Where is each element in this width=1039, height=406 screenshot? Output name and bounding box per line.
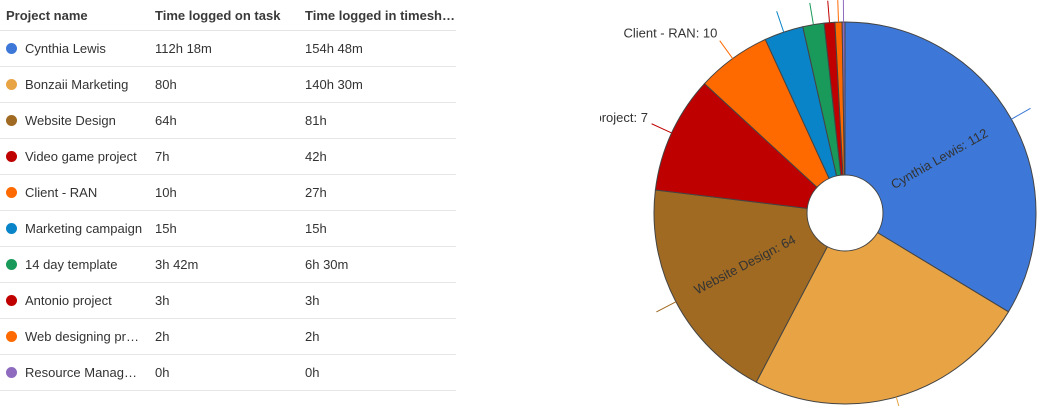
project-name: 14 day template — [25, 257, 118, 272]
project-name: Video game project — [25, 149, 137, 164]
time-on-task: 10h — [155, 185, 177, 200]
project-color-dot — [6, 115, 17, 126]
table-row[interactable]: Antonio project 3h 3h — [0, 283, 456, 319]
time-in-timesheet: 2h — [305, 329, 320, 344]
pie-leader-line — [776, 11, 785, 33]
header-time-in-timesheet[interactable]: Time logged in timesheet — [305, 7, 456, 23]
table-row[interactable]: 14 day template 3h 42m 6h 30m — [0, 247, 456, 283]
pie-leader-line — [895, 396, 900, 406]
table-row[interactable]: Video game project 7h 42h — [0, 139, 456, 175]
time-in-timesheet: 81h — [305, 113, 327, 128]
project-cell: Web designing project — [0, 329, 150, 344]
project-cell: 14 day template — [0, 257, 150, 272]
project-cell: Resource Management — [0, 365, 150, 380]
table-row[interactable]: Client - RAN 10h 27h — [0, 175, 456, 211]
project-color-dot — [6, 43, 17, 54]
project-color-dot — [6, 259, 17, 270]
project-name: Website Design — [25, 113, 116, 128]
time-in-timesheet: 6h 30m — [305, 257, 349, 272]
project-color-dot — [6, 151, 17, 162]
pie-leader-line — [827, 0, 831, 23]
table-header: Project name Time logged on task Time lo… — [0, 0, 456, 31]
header-project-name[interactable]: Project name — [6, 7, 88, 23]
pie-slice-resource-management[interactable] — [841, 21, 846, 214]
project-color-dot — [6, 223, 17, 234]
project-name: Client - RAN — [25, 185, 98, 200]
time-in-timesheet: 0h — [305, 365, 320, 380]
project-name: Resource Management — [25, 365, 143, 380]
project-name: Antonio project — [25, 293, 112, 308]
project-cell: Video game project — [0, 149, 150, 164]
pie-leader-line — [651, 123, 672, 134]
table-row[interactable]: Cynthia Lewis 112h 18m 154h 48m — [0, 31, 456, 67]
header-time-on-task[interactable]: Time logged on task — [155, 7, 281, 23]
time-on-task: 64h — [155, 113, 177, 128]
project-name: Bonzaii Marketing — [25, 77, 129, 92]
time-in-timesheet: 3h — [305, 293, 320, 308]
pie-leader-line — [837, 0, 840, 23]
project-color-dot — [6, 331, 17, 342]
time-on-task: 3h — [155, 293, 170, 308]
project-cell: Cynthia Lewis — [0, 41, 150, 56]
table-row[interactable]: Web designing project 2h 2h — [0, 319, 456, 355]
time-on-task: 7h — [155, 149, 170, 164]
time-in-timesheet: 42h — [305, 149, 327, 164]
time-on-task: 15h — [155, 221, 177, 236]
pie-leader-line — [719, 40, 734, 59]
time-on-task: 0h — [155, 365, 170, 380]
pie-leader-line — [809, 2, 814, 25]
project-color-dot — [6, 187, 17, 198]
project-color-dot — [6, 295, 17, 306]
time-on-task: 112h 18m — [155, 41, 212, 56]
project-color-dot — [6, 367, 17, 378]
project-cell: Antonio project — [0, 293, 150, 308]
pie-data-label: me project: 7 — [600, 110, 648, 125]
pie-leader-line — [656, 301, 677, 313]
project-cell: Bonzaii Marketing — [0, 77, 150, 92]
project-color-dot — [6, 79, 17, 90]
table-row[interactable]: Resource Management 0h 0h — [0, 355, 456, 391]
pie-slice-bonzaii-marketing[interactable] — [755, 212, 1010, 405]
project-cell: Client - RAN — [0, 185, 150, 200]
pie-leader-line — [1011, 107, 1031, 120]
project-name: Marketing campaign — [25, 221, 143, 236]
table-row[interactable]: Bonzaii Marketing 80h 140h 30m — [0, 67, 456, 103]
table-row[interactable]: Marketing campaign 15h 15h — [0, 211, 456, 247]
time-in-timesheet: 154h 48m — [305, 41, 363, 56]
project-name: Cynthia Lewis — [25, 41, 106, 56]
pie-slice-video-game-project[interactable] — [654, 82, 847, 214]
time-on-task: 80h — [155, 77, 177, 92]
time-on-task: 3h 42m — [155, 257, 199, 272]
project-time-table: Project name Time logged on task Time lo… — [0, 0, 456, 391]
time-in-timesheet: 27h — [305, 185, 327, 200]
project-cell: Marketing campaign — [0, 221, 150, 236]
table-row[interactable]: Website Design 64h 81h — [0, 103, 456, 139]
project-name: Web designing project — [25, 329, 143, 344]
pie-donut-hole — [806, 174, 884, 252]
time-on-task: 2h — [155, 329, 170, 344]
pie-data-label: Client - RAN: 10 — [623, 25, 717, 40]
pie-slice-website-design[interactable] — [653, 189, 846, 383]
time-in-timesheet: 140h 30m — [305, 77, 363, 92]
time-in-timesheet: 15h — [305, 221, 327, 236]
project-cell: Website Design — [0, 113, 150, 128]
